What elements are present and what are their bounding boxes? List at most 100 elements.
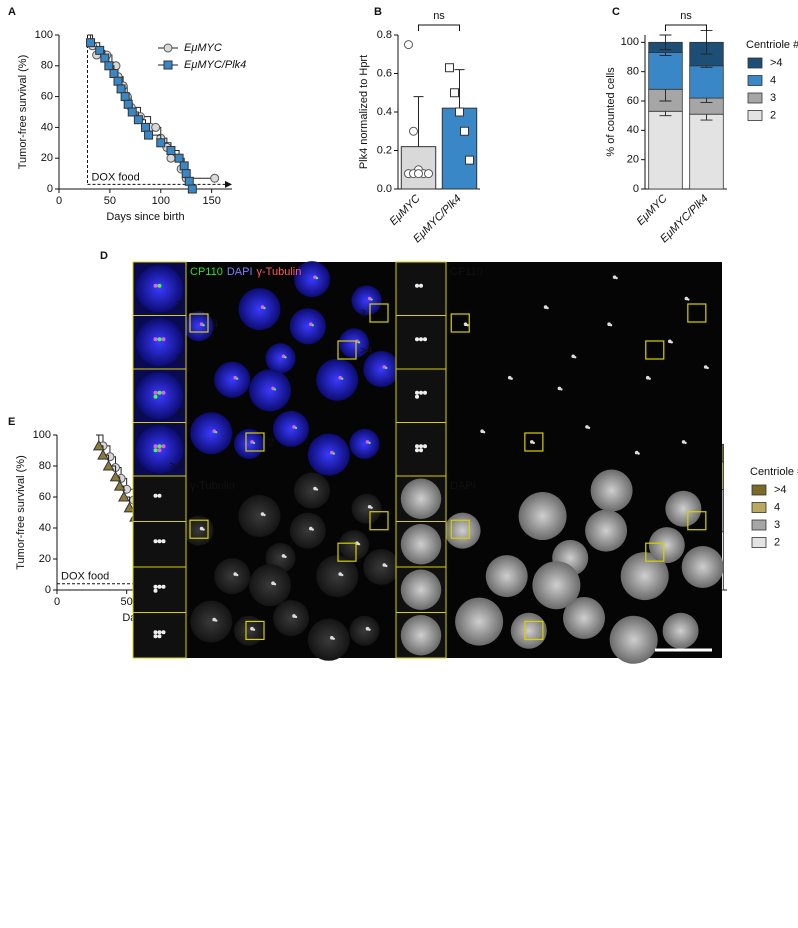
marker xyxy=(102,459,115,471)
legend-title: Centriole # xyxy=(750,466,798,478)
centrosome xyxy=(587,426,591,430)
roi-box xyxy=(524,432,544,452)
centrosome xyxy=(284,356,287,359)
roi-box xyxy=(245,620,265,641)
y-axis-label: Tumor-free survival (%) xyxy=(17,55,29,170)
inset xyxy=(395,368,447,423)
roi-box xyxy=(687,303,707,323)
nucleus xyxy=(294,261,330,298)
centrosome xyxy=(368,441,371,445)
legend-swatch xyxy=(747,75,763,86)
marker xyxy=(166,146,176,155)
inset-centriole xyxy=(153,444,158,449)
legend-swatch xyxy=(747,57,763,69)
y-tick-label: 40 xyxy=(41,121,53,133)
bar-segment xyxy=(689,113,724,190)
y-tick-label: 40 xyxy=(39,522,51,534)
centrosome xyxy=(687,298,690,301)
y-tick-label: 0.6 xyxy=(377,67,392,79)
inset-centriole xyxy=(157,493,162,498)
inset xyxy=(395,315,447,370)
nucleus xyxy=(339,328,369,359)
inset xyxy=(132,566,187,613)
panel-label: D xyxy=(100,250,108,262)
inset-centriole xyxy=(423,337,427,342)
inset-nucleus xyxy=(135,318,184,367)
inset-centriole xyxy=(157,448,162,453)
inset-centriole xyxy=(153,394,158,399)
x-tick-label: EμMYC xyxy=(634,193,669,228)
x-tick-label: 50 xyxy=(121,596,133,608)
inset-nucleus xyxy=(135,371,184,420)
marker xyxy=(95,45,105,55)
x-axis-label: Days since birth xyxy=(106,211,184,223)
nucleus xyxy=(190,412,233,455)
inset-centriole xyxy=(153,283,158,288)
arrow-head xyxy=(225,180,232,188)
centrosome xyxy=(637,452,640,455)
y-tick-label: 20 xyxy=(627,154,639,166)
nucleus xyxy=(214,361,251,398)
inset-centriole xyxy=(157,634,162,639)
inset-number: 3 xyxy=(176,353,182,365)
centrosome xyxy=(385,366,388,370)
inset-centriole xyxy=(423,390,427,395)
nucleus xyxy=(609,615,658,664)
inset-centriole xyxy=(153,588,158,593)
y-tick-label: 100 xyxy=(621,36,639,48)
channel-name: γ-Tubulin xyxy=(257,266,302,278)
roi-box xyxy=(337,542,357,562)
marker xyxy=(409,126,418,136)
inset-centriole xyxy=(419,390,423,395)
centrosome xyxy=(202,528,205,531)
legend-swatch xyxy=(751,484,767,496)
roi-box xyxy=(369,511,389,531)
centrosome xyxy=(482,431,486,434)
roi-box xyxy=(337,340,357,360)
panel-label: C xyxy=(612,6,620,18)
inset-centriole xyxy=(161,390,166,395)
marker xyxy=(184,176,194,186)
inset-number: >4 xyxy=(169,460,182,472)
nucleus xyxy=(249,369,291,412)
centrosome xyxy=(215,619,218,622)
marker xyxy=(181,169,191,179)
marker xyxy=(104,61,114,71)
marker xyxy=(133,115,143,125)
marker xyxy=(450,88,459,98)
marker xyxy=(424,169,433,179)
centrosome xyxy=(252,441,256,445)
channel-label: γ-Tubulin xyxy=(190,480,235,492)
nucleus xyxy=(665,490,702,527)
legend-label: 4 xyxy=(770,74,776,86)
panel-label: B xyxy=(374,6,382,18)
marker xyxy=(127,107,137,117)
inset-centriole xyxy=(153,539,158,544)
bar-segment xyxy=(648,110,683,190)
y-tick-label: 0 xyxy=(47,183,53,195)
centrosome xyxy=(341,377,344,380)
annotation-label: DOX food xyxy=(61,571,109,583)
nucleus xyxy=(363,351,400,387)
nucleus xyxy=(294,472,330,509)
centrosome xyxy=(332,637,335,640)
inset-centriole xyxy=(419,444,423,449)
inset-nucleus xyxy=(400,524,442,565)
roi-label: 4 xyxy=(212,318,218,330)
legend-label: EμMYC/Plk4 xyxy=(184,59,246,71)
nucleus xyxy=(265,343,296,374)
roi-box xyxy=(369,303,389,323)
centrosome xyxy=(615,276,618,280)
y-tick-label: 0 xyxy=(45,584,51,596)
significance-bracket xyxy=(665,24,707,31)
centrosome xyxy=(670,341,673,344)
centrosome xyxy=(706,366,709,370)
marker xyxy=(156,138,166,148)
centrosome xyxy=(263,306,266,310)
y-tick-label: 0.8 xyxy=(377,29,392,41)
inset-centriole xyxy=(153,634,158,639)
nucleus xyxy=(563,596,605,639)
legend-label: 4 xyxy=(774,501,780,513)
legend-label: >4 xyxy=(774,484,787,496)
roi-label: >4 xyxy=(360,345,373,357)
